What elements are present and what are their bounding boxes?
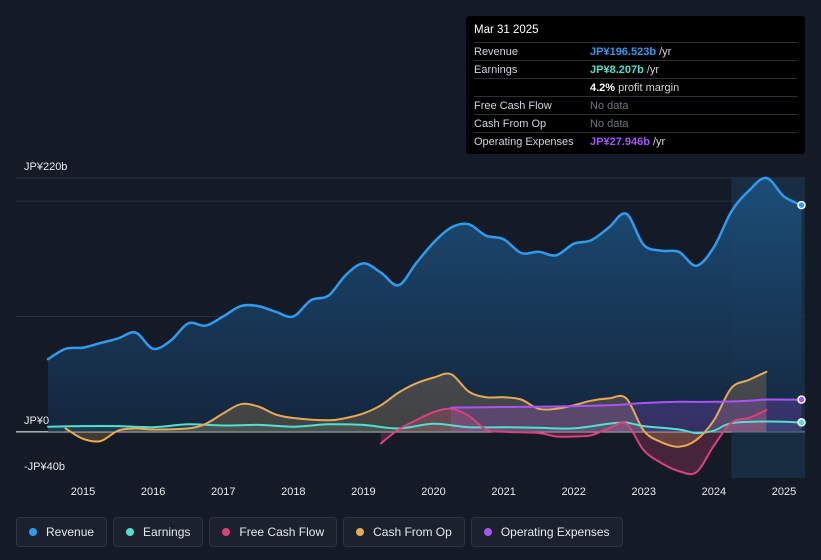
tooltip-date: Mar 31 2025 (474, 24, 539, 36)
legend-dot-icon (126, 528, 135, 536)
y-label-top: JP¥220b (24, 161, 67, 173)
legend-dot-icon (29, 528, 37, 536)
tooltip-row-value: JP¥27.946b (590, 135, 650, 148)
x-tick-label: 2024 (702, 486, 726, 498)
line-cash-from-op (64, 370, 768, 448)
x-tick-label: 2015 (71, 486, 95, 498)
x-axis-ticks: 2015 2016 2017 2018 2019 2020 2021 2022 2023 2024… (71, 486, 796, 498)
tooltip-row-label: Operating Expenses (474, 135, 574, 148)
tooltip-row-label: Revenue (474, 45, 519, 58)
legend-dot-icon (356, 528, 365, 536)
x-tick-label: 2022 (561, 486, 585, 498)
tooltip-row-label: Cash From Op (474, 117, 547, 130)
tooltip-row: Revenue JP¥196.523b/yr (474, 42, 797, 60)
series-areas (48, 177, 802, 475)
area-free-cash-flow (380, 408, 767, 475)
y-label-zero: JP¥0 (24, 415, 49, 427)
legend-dot-icon (222, 528, 231, 536)
series-lines (46, 176, 803, 476)
x-tick-label: 2019 (351, 486, 375, 498)
legend-label: Operating Expenses (500, 525, 610, 539)
legend-item-operating-expenses[interactable]: Operating Expenses (470, 517, 623, 547)
tooltip-row-label: Free Cash Flow (474, 99, 552, 112)
tooltip-row-value: JP¥196.523b (590, 45, 657, 58)
tooltip-row-unit: /yr (646, 63, 660, 76)
legend-label: Revenue (46, 525, 95, 539)
tooltip-row-label: Earnings (474, 63, 518, 76)
area-cash-from-op (65, 371, 767, 447)
x-tick-label: 2025 (772, 486, 796, 498)
legend-item-revenue[interactable]: Revenue (16, 517, 108, 547)
x-tick-label: 2023 (632, 486, 656, 498)
line-revenue (46, 176, 803, 361)
end-marker-earnings (797, 418, 806, 427)
legend-item-cash-from-op[interactable]: Cash From Op (343, 517, 465, 547)
line-operating-expenses (450, 398, 803, 409)
tooltip-row: Operating Expenses JP¥27.946b/yr (474, 132, 797, 150)
tooltip-row: Earnings JP¥8.207b/yr (474, 60, 797, 78)
legend-label: Cash From Op (373, 525, 452, 539)
tooltip-row-unit: /yr (652, 135, 666, 148)
legend-label: Earnings (143, 525, 191, 539)
legend-item-free-cash-flow[interactable]: Free Cash Flow (209, 517, 338, 547)
line-free-cash-flow (379, 407, 768, 476)
legend-label: Free Cash Flow (239, 525, 325, 539)
x-tick-label: 2017 (211, 486, 235, 498)
data-tooltip: Mar 31 2025 Revenue JP¥196.523b/yr Earning… (466, 16, 805, 154)
tooltip-row-unit: profit margin (618, 81, 680, 94)
area-earnings (48, 421, 802, 434)
tooltip-row: Free Cash Flow No data (474, 96, 797, 114)
chart-legend: Revenue Earnings Free Cash Flow Cash From O… (16, 517, 623, 547)
tooltip-row-unit: /yr (659, 45, 672, 58)
tooltip-row-value: JP¥8.207b (590, 63, 644, 76)
x-tick-label: 2020 (421, 486, 445, 498)
legend-item-earnings[interactable]: Earnings (113, 517, 204, 547)
x-tick-label: 2021 (491, 486, 515, 498)
end-marker-operating-expenses (797, 395, 806, 404)
tooltip-row-nodata: No data (590, 99, 629, 112)
area-revenue (48, 177, 802, 432)
tooltip-row-value: 4.2% (590, 81, 616, 94)
tooltip-row: 4.2% profit margin (474, 78, 797, 96)
legend-dot-icon (483, 528, 492, 536)
tooltip-row-nodata: No data (590, 117, 629, 130)
line-earnings (47, 420, 803, 435)
end-markers (797, 200, 806, 427)
tooltip-rows: Revenue JP¥196.523b/yr Earnings JP¥8.207b/y… (474, 42, 797, 150)
x-tick-label: 2016 (141, 486, 165, 498)
y-label-bottom: -JP¥40b (24, 461, 65, 473)
end-marker-revenue (797, 200, 806, 210)
tooltip-row: Cash From Op No data (474, 114, 797, 132)
x-tick-label: 2018 (281, 486, 305, 498)
